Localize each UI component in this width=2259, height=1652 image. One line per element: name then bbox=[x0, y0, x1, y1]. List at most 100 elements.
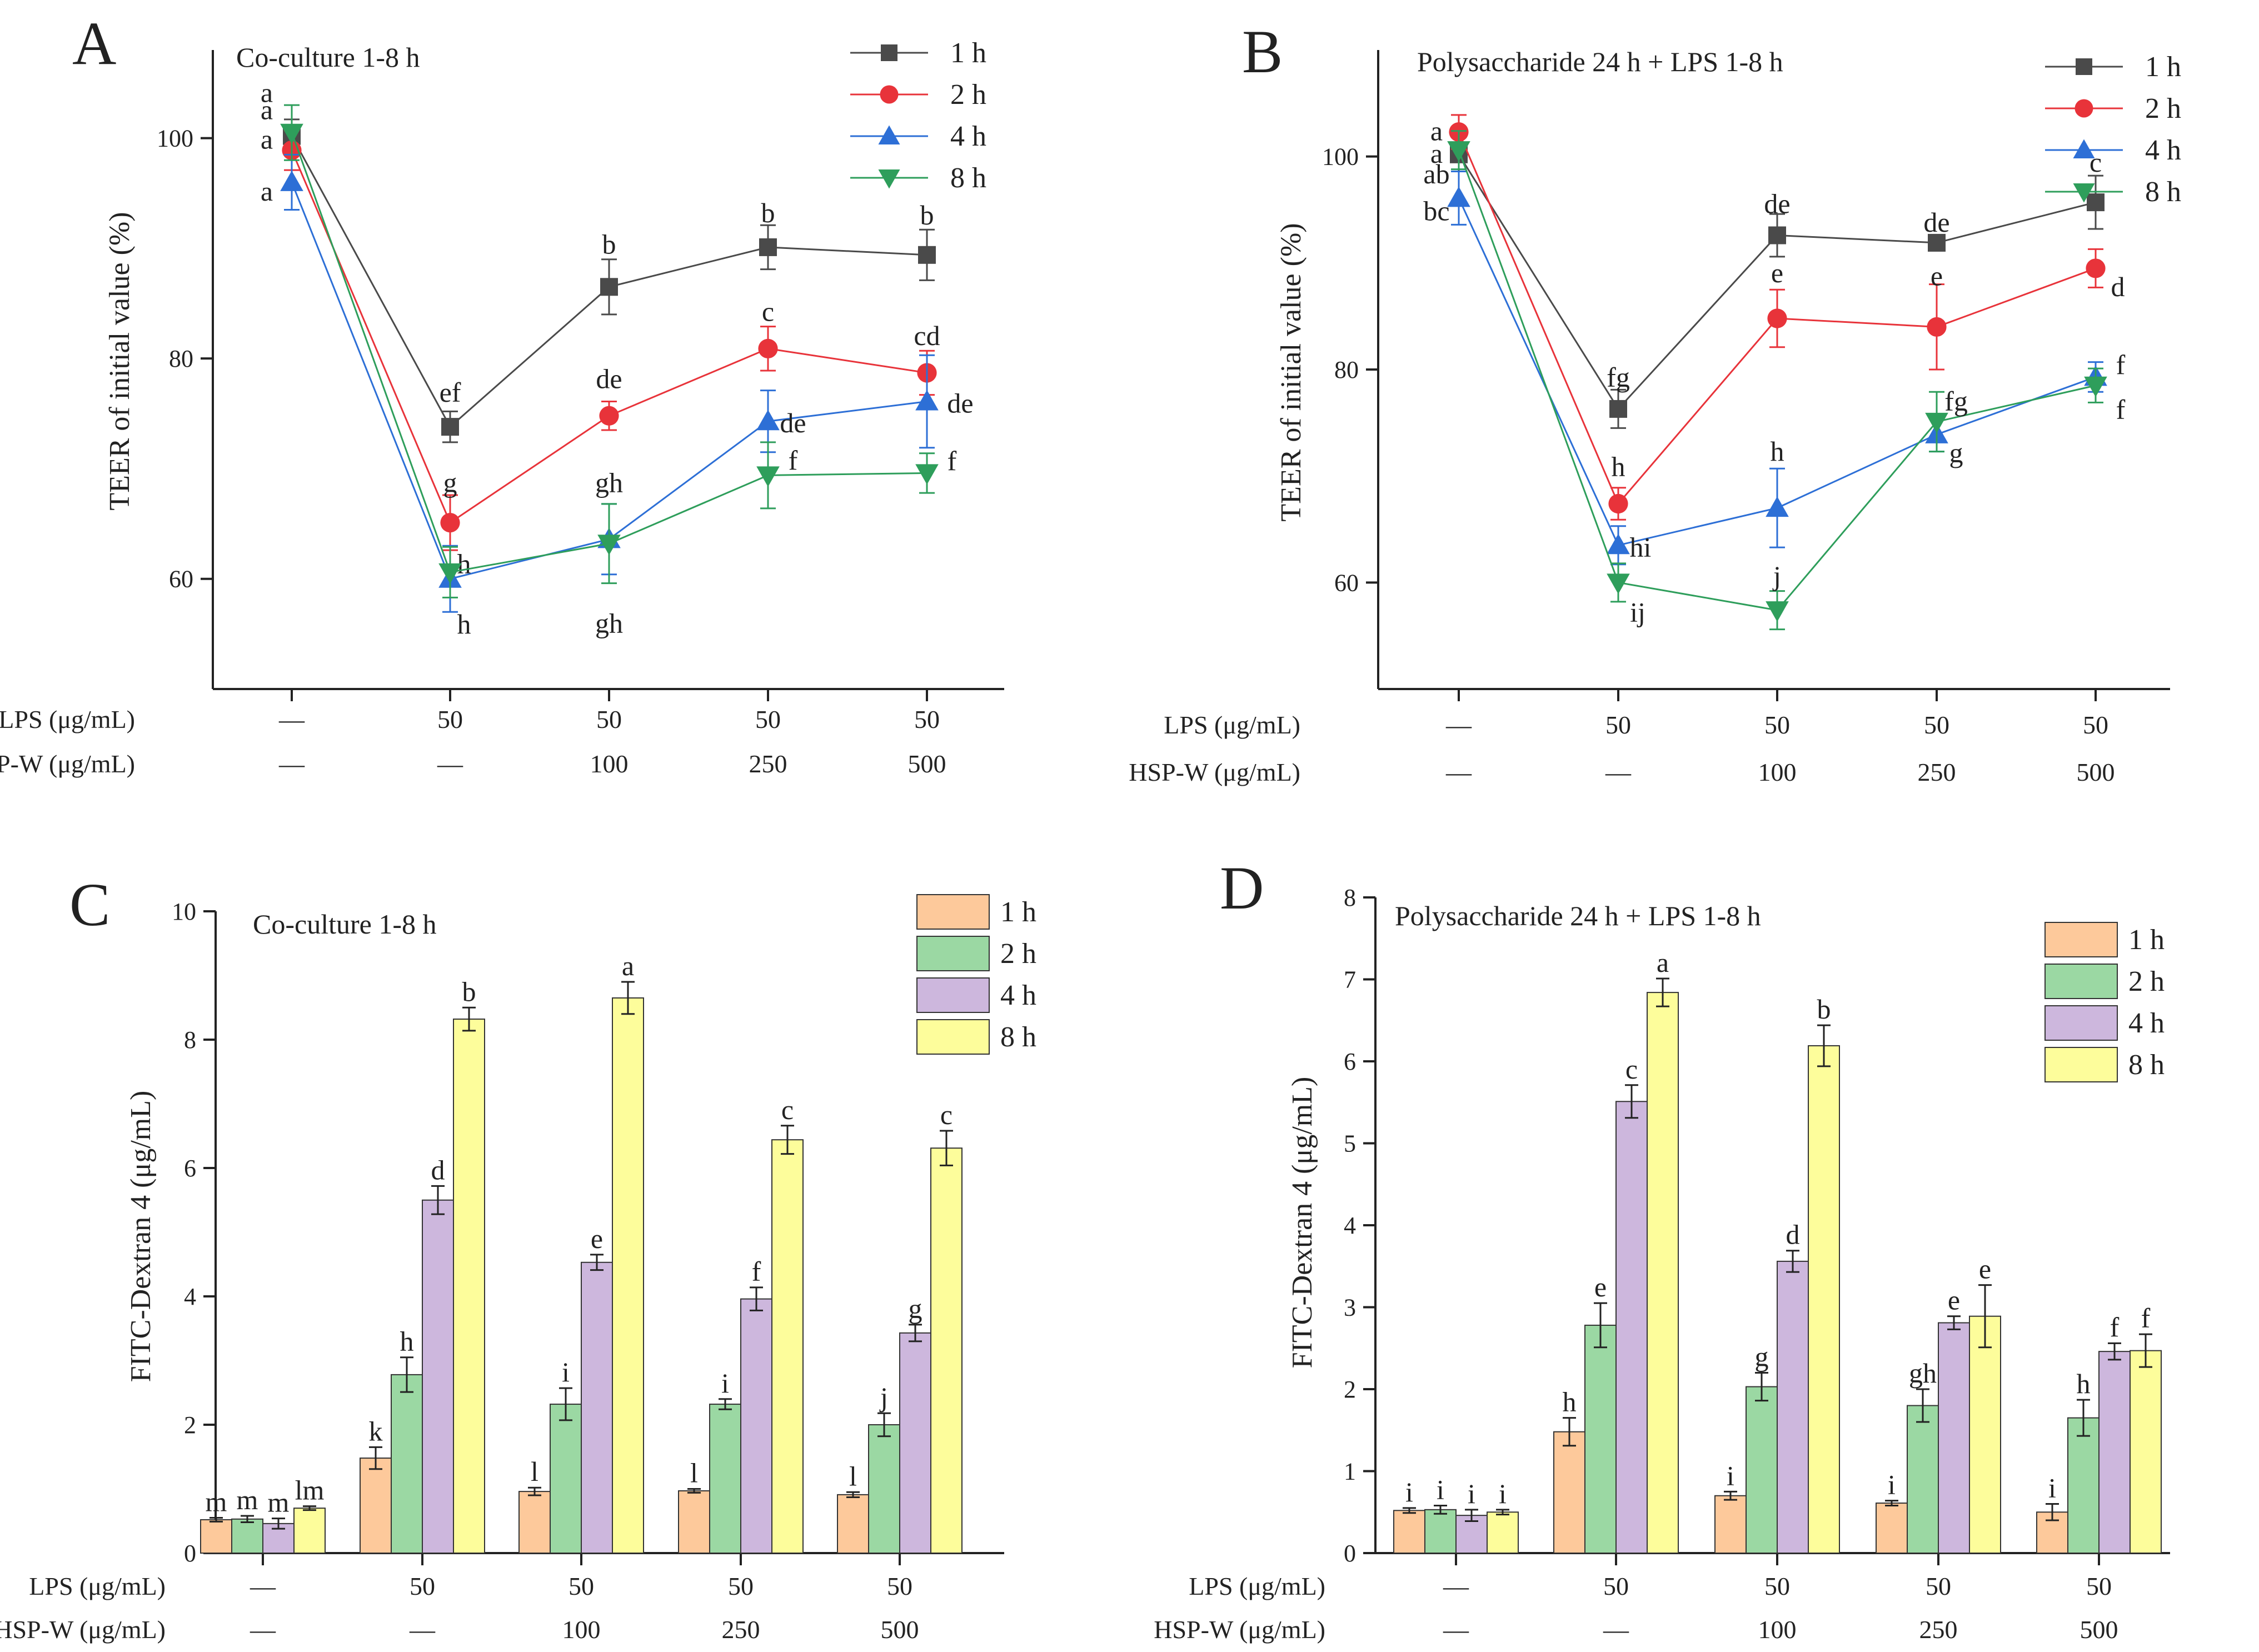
triangle-down-marker bbox=[438, 563, 462, 584]
bar bbox=[868, 1424, 900, 1554]
significance-label: h bbox=[400, 1326, 414, 1357]
y-tick-label: 60 bbox=[1334, 569, 1359, 596]
legend-label: 4 h bbox=[1000, 980, 1036, 1011]
legend-swatch bbox=[916, 977, 990, 1013]
triangle-down-marker bbox=[1447, 141, 1470, 162]
significance-label: e bbox=[1979, 1254, 1991, 1285]
hsp-value: 100 bbox=[590, 750, 629, 778]
bar bbox=[1777, 1260, 1809, 1554]
significance-label: l bbox=[849, 1460, 857, 1491]
square-marker bbox=[881, 44, 897, 61]
significance-label: ij bbox=[1630, 596, 1645, 627]
lps-value: 50 bbox=[1924, 711, 1949, 739]
legend-swatch bbox=[916, 1019, 990, 1055]
legend-label: 8 h bbox=[2128, 1049, 2165, 1081]
lps-value: 50 bbox=[728, 1572, 754, 1600]
hsp-value: — bbox=[1603, 1615, 1629, 1644]
significance-label: g bbox=[909, 1293, 922, 1324]
lps-value: 50 bbox=[1764, 711, 1790, 739]
bar bbox=[1907, 1405, 1939, 1554]
legend-swatch bbox=[2044, 1047, 2118, 1082]
bar bbox=[1808, 1045, 1840, 1554]
significance-label: i bbox=[1468, 1478, 1475, 1509]
circle-marker bbox=[2075, 99, 2093, 118]
significance-label: a bbox=[261, 123, 273, 154]
hsp-value: 500 bbox=[2077, 758, 2115, 786]
significance-label: de bbox=[947, 388, 973, 419]
significance-label: f bbox=[789, 445, 798, 476]
panel-b-line-chart: B Polysaccharide 24 h + LPS 1-8 h TEER o… bbox=[1129, 18, 2181, 786]
hsp-value: — bbox=[1605, 758, 1632, 786]
hsp-value: — bbox=[1445, 758, 1472, 786]
bar bbox=[231, 1518, 263, 1554]
significance-label: f bbox=[2116, 349, 2126, 380]
significance-label: k bbox=[369, 1415, 383, 1446]
triangle-down-marker bbox=[1925, 412, 1948, 433]
significance-label: a bbox=[1430, 138, 1443, 169]
legend-swatch bbox=[2044, 1005, 2118, 1041]
bar bbox=[391, 1374, 423, 1554]
bar bbox=[1647, 992, 1679, 1554]
significance-label: i bbox=[1437, 1474, 1444, 1505]
lps-row-label: LPS (μg/mL) bbox=[0, 705, 135, 733]
panel-b-y-axis-label: TEER of initial value (%) bbox=[1275, 223, 1307, 521]
significance-label: d bbox=[2111, 271, 2125, 302]
panel-letter-a: A bbox=[72, 9, 116, 77]
bar bbox=[1393, 1510, 1425, 1554]
bar bbox=[771, 1139, 804, 1554]
significance-label: a bbox=[261, 94, 273, 126]
significance-label: e bbox=[1931, 260, 1943, 291]
legend-label: 1 h bbox=[950, 37, 986, 69]
significance-label: d bbox=[431, 1154, 445, 1185]
y-tick-label: 8 bbox=[1344, 884, 1356, 911]
significance-label: b bbox=[920, 199, 934, 231]
bar bbox=[1487, 1511, 1519, 1554]
significance-label: gh bbox=[595, 607, 623, 638]
hsp-value: 500 bbox=[2080, 1615, 2118, 1644]
significance-label: cd bbox=[914, 320, 940, 351]
lps-value: 50 bbox=[569, 1572, 594, 1600]
square-marker bbox=[441, 418, 459, 436]
hsp-value: — bbox=[1443, 1615, 1469, 1644]
significance-label: f bbox=[948, 445, 957, 476]
legend-swatch bbox=[916, 894, 990, 930]
bar bbox=[1424, 1509, 1457, 1554]
y-tick-label: 8 bbox=[184, 1026, 196, 1054]
hsp-value: 100 bbox=[1758, 758, 1797, 786]
panel-letter-b: B bbox=[1242, 18, 1283, 86]
y-tick-label: 80 bbox=[169, 345, 193, 372]
lps-row-label: LPS (μg/mL) bbox=[29, 1572, 166, 1600]
y-tick-label: 100 bbox=[1322, 143, 1359, 171]
triangle-down-marker bbox=[2084, 376, 2107, 397]
square-marker bbox=[1928, 233, 1946, 252]
significance-label: b bbox=[761, 197, 775, 228]
significance-label: a bbox=[1430, 116, 1443, 147]
hsp-value: 100 bbox=[562, 1615, 601, 1644]
significance-label: m bbox=[206, 1486, 227, 1517]
bar bbox=[360, 1458, 392, 1554]
significance-label: h bbox=[457, 608, 471, 640]
significance-label: c bbox=[1625, 1054, 1638, 1085]
lps-value: 50 bbox=[914, 705, 940, 733]
hsp-value: 250 bbox=[1918, 758, 1956, 786]
y-tick-label: 10 bbox=[172, 898, 196, 925]
significance-label: l bbox=[531, 1456, 538, 1487]
square-marker bbox=[600, 278, 618, 296]
significance-label: de bbox=[1764, 188, 1790, 219]
significance-label: f bbox=[2116, 394, 2126, 425]
bar bbox=[453, 1019, 485, 1554]
circle-marker bbox=[440, 513, 460, 533]
significance-label: fg bbox=[1944, 386, 1968, 417]
legend-label: 2 h bbox=[950, 79, 986, 111]
bar bbox=[709, 1404, 741, 1554]
panel-a-line-chart: A Co-culture 1-8 h TEER of initial value… bbox=[0, 9, 1004, 778]
legend-swatch bbox=[2044, 922, 2118, 957]
circle-marker bbox=[880, 85, 899, 104]
panel-c-y-axis-label: FITC-Dextran 4 (μg/mL) bbox=[125, 1091, 157, 1383]
significance-label: gh bbox=[1909, 1357, 1937, 1389]
bar bbox=[1714, 1495, 1747, 1554]
lps-value: 50 bbox=[887, 1572, 912, 1600]
lps-value: — bbox=[1443, 1572, 1469, 1600]
significance-label: bc bbox=[1423, 195, 1449, 226]
bar bbox=[1746, 1386, 1778, 1554]
